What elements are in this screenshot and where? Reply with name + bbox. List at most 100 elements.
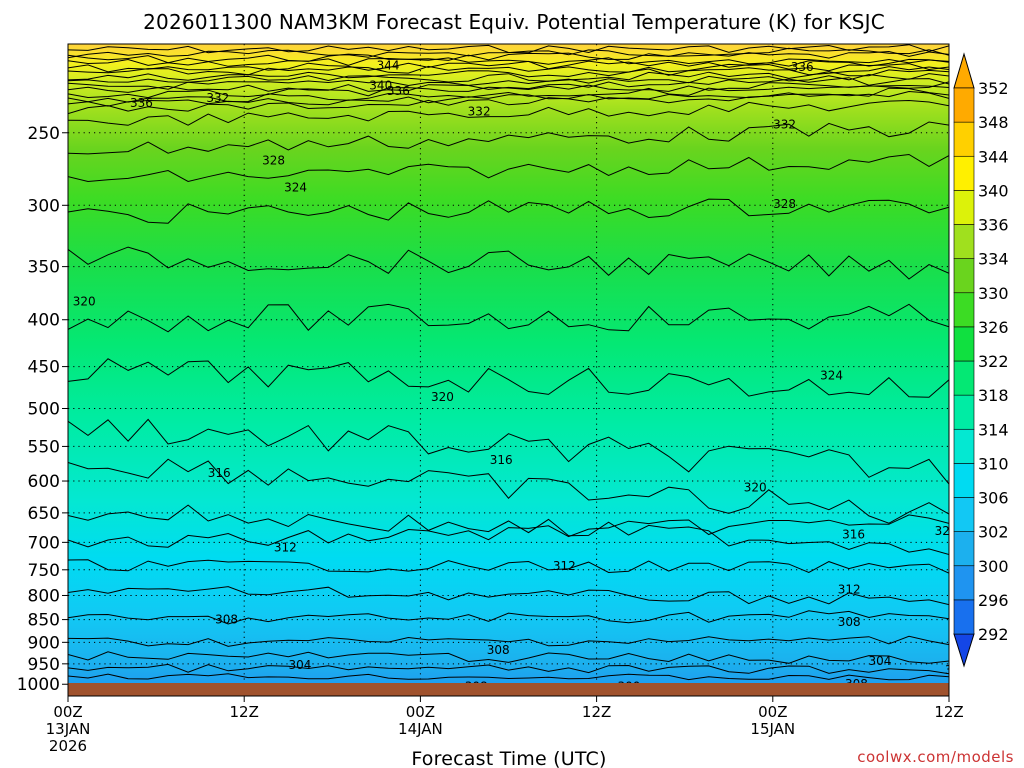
contour-label: 312 (274, 540, 297, 554)
contour-label: 304 (869, 654, 892, 668)
colorbar-swatch (953, 121, 975, 157)
x-tick-label: 00Z (758, 703, 787, 721)
x-tick-label: 15JAN (750, 720, 795, 738)
y-tick-label: 650 (28, 504, 60, 524)
colorbar-label: 314 (978, 420, 1009, 439)
contour-line (68, 358, 949, 398)
contour-line (68, 87, 949, 107)
contour-label: 336 (130, 96, 153, 110)
chart-title: 2026011300 NAM3KM Forecast Equiv. Potent… (143, 10, 885, 34)
x-axis-label: Forecast Time (UTC) (411, 748, 606, 768)
contour-line (68, 63, 949, 76)
contour-line (68, 58, 949, 73)
colorbar-swatch (953, 463, 975, 498)
x-tick-label: 12Z (582, 703, 611, 721)
contour-line (68, 50, 949, 64)
contour-label: 332 (206, 91, 229, 105)
contour-line (68, 84, 949, 103)
x-tick-label: 12Z (934, 703, 963, 721)
plot-frame (67, 43, 950, 697)
contour-label: 320 (73, 294, 96, 308)
contour-label: 304 (945, 663, 968, 677)
contour-line (68, 663, 949, 675)
y-tick-label: 450 (28, 358, 60, 378)
contour-label: 340 (369, 79, 392, 93)
contour-line (68, 121, 949, 155)
y-tick-label: 1000 (17, 675, 60, 695)
contour-line (68, 514, 949, 548)
colorbar-low-arrow (953, 633, 975, 668)
colorbar-swatch (953, 497, 975, 532)
field-background (68, 44, 949, 696)
y-tick-label: 750 (28, 561, 60, 581)
contour-label: 328 (262, 153, 285, 167)
contour-line (68, 99, 949, 126)
colorbar-label: 296 (978, 591, 1009, 610)
contour-line (68, 246, 949, 280)
x-tick-label: 2026 (49, 737, 87, 755)
y-tick-label: 300 (28, 196, 60, 216)
colorbar-label: 348 (978, 113, 1009, 132)
contour-label: 308 (215, 613, 238, 627)
contour-line (68, 610, 949, 625)
contour-label: 324 (284, 181, 307, 195)
y-axis-ticks: 2503003504004505005506006507007508008509… (17, 124, 68, 695)
x-tick-label: 13JAN (46, 720, 91, 738)
credit-text: coolwx.com/models (857, 748, 1014, 766)
colorbar-swatch (953, 224, 975, 259)
contour-label: 320 (744, 481, 767, 495)
contour-label: 320 (935, 524, 958, 538)
colorbar-swatch (953, 428, 975, 464)
colorbar-label: 318 (978, 386, 1009, 405)
y-tick-label: 950 (28, 655, 60, 675)
colorbar-label: 306 (978, 489, 1009, 508)
contour-label: 308 (838, 615, 861, 629)
x-tick-label: 00Z (53, 703, 82, 721)
colorbar-label: 326 (978, 318, 1009, 337)
colorbar-label: 302 (978, 523, 1009, 542)
colorbar-swatch (953, 565, 975, 601)
contour-line (68, 47, 949, 59)
contour-label: 336 (791, 60, 814, 74)
contour-label: 320 (431, 390, 454, 404)
contour-label: 316 (490, 453, 513, 467)
contour-line (68, 66, 949, 81)
contour-label: 324 (820, 368, 843, 382)
contour-line (68, 69, 949, 83)
y-tick-label: 400 (28, 311, 60, 331)
contour-line (68, 303, 949, 333)
contour-line (68, 673, 949, 681)
colorbar: 292 296 300 302 306 310 314 318 322 326 330 334 336 3… (953, 52, 1009, 668)
contour-line (68, 586, 949, 606)
y-tick-label: 800 (28, 586, 60, 606)
contour-line (68, 77, 949, 93)
y-tick-label: 500 (28, 400, 60, 420)
colorbar-label: 310 (978, 454, 1009, 473)
contour-label: 308 (487, 643, 510, 657)
colorbar-label: 352 (978, 79, 1009, 98)
colorbar-swatch (953, 87, 975, 123)
contour-line (68, 418, 949, 485)
y-tick-label: 250 (28, 124, 60, 144)
contour-line (68, 458, 949, 524)
colorbar-swatch (953, 599, 975, 635)
colorbar-label: 322 (978, 352, 1009, 371)
colorbar-swatch (953, 258, 975, 294)
contour-label: 344 (377, 58, 400, 72)
colorbar-swatch (953, 155, 975, 191)
colorbar-swatch (953, 531, 975, 567)
colorbar-swatch (953, 326, 975, 362)
contour-lines (68, 44, 949, 681)
y-tick-label: 350 (28, 258, 60, 278)
contour-label: 316 (208, 466, 231, 480)
colorbar-label: 340 (978, 181, 1009, 200)
x-tick-label: 12Z (230, 703, 259, 721)
contour-label: 332 (773, 118, 796, 132)
contour-label: 336 (387, 84, 410, 98)
colorbar-swatch (953, 394, 975, 430)
y-tick-label: 550 (28, 437, 60, 457)
colorbar-swatch (953, 292, 975, 328)
colorbar-label: 334 (978, 250, 1009, 269)
